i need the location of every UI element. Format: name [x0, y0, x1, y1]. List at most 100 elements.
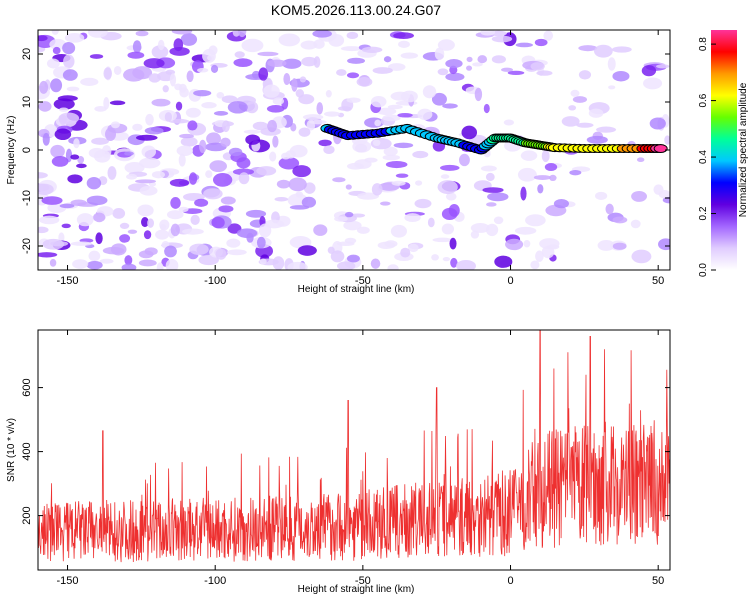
heatmap-cell [530, 62, 545, 71]
heatmap-cell [127, 51, 145, 59]
heatmap-cell [340, 46, 363, 52]
heatmap-cell [164, 245, 177, 258]
heatmap-cell [58, 112, 80, 124]
heatmap-cell [258, 223, 272, 238]
heatmap-cell [323, 111, 341, 117]
heatmap-cell [440, 174, 450, 179]
heatmap-cell [596, 126, 617, 133]
heatmap-cell [387, 264, 399, 270]
heatmap-cell [141, 145, 157, 158]
heatmap-cell [534, 38, 548, 47]
heatmap-cell [42, 132, 50, 146]
heatmap-cell [313, 224, 328, 236]
heatmap-cell [58, 107, 69, 112]
heatmap-cell [354, 159, 372, 169]
heatmap-cell [226, 238, 241, 248]
heatmap-cell [178, 153, 186, 167]
heatmap-cell [437, 39, 455, 51]
heatmap-cell [449, 237, 457, 250]
y-tick-label: 400 [21, 442, 33, 460]
heatmap-cell [643, 77, 663, 90]
heatmap-cell [166, 210, 184, 220]
heatmap-cell [257, 51, 279, 57]
heatmap-cell [107, 166, 117, 180]
heatmap-cell [300, 40, 318, 50]
heatmap-cell [215, 248, 227, 260]
heatmap-cell [361, 46, 383, 53]
heatmap-cell [103, 97, 110, 110]
heatmap-cell [285, 150, 296, 159]
heatmap-cell [352, 140, 372, 153]
snr-frame [37, 329, 671, 571]
heatmap-cell [337, 106, 352, 111]
x-tick-label: 50 [652, 275, 664, 287]
heatmap-cell [387, 104, 403, 110]
heatmap-cell [541, 149, 550, 163]
heatmap-cell [151, 45, 169, 59]
heatmap-cell [67, 174, 83, 184]
heatmap-cell [137, 204, 154, 217]
heatmap-cell [86, 195, 108, 206]
heatmap-cell [246, 232, 254, 243]
heatmap-cell [256, 166, 277, 176]
heatmap-cell [412, 150, 429, 159]
heatmap-cell [607, 57, 616, 71]
heatmap-cell [54, 128, 72, 140]
heatmap-cell [170, 197, 181, 209]
heatmap-cell [155, 229, 170, 240]
heatmap-cell [493, 216, 504, 225]
heatmap-cell [182, 228, 204, 235]
heatmap-cell [57, 95, 78, 102]
heatmap-cell [109, 100, 126, 106]
heatmap-cell [189, 243, 209, 256]
heatmap-cell [400, 52, 419, 59]
heatmap-cell [312, 30, 332, 38]
heatmap-cell [535, 250, 544, 262]
heatmap-cell [124, 161, 145, 174]
heatmap-cell [414, 198, 432, 209]
heatmap-cell [297, 245, 317, 256]
heatmap-cell [437, 180, 458, 195]
heatmap-cell [256, 236, 266, 249]
heatmap-cell [218, 205, 234, 213]
heatmap-cell [415, 180, 423, 186]
heatmap-cell [105, 127, 117, 141]
heatmap-cell [234, 51, 245, 58]
heatmap-cell [346, 31, 359, 40]
heatmap-cell [395, 173, 409, 178]
heatmap-cell [156, 262, 164, 270]
heatmap-cell [299, 76, 307, 83]
heatmap-cell [159, 219, 170, 231]
heatmap-cell [151, 171, 165, 179]
heatmap-cell [422, 85, 437, 99]
heatmap-cell [346, 97, 361, 103]
heatmap-blobs [38, 30, 670, 270]
heatmap-cell [76, 213, 94, 227]
heatmap-cell [350, 213, 366, 218]
heatmap-cell [417, 108, 433, 121]
heatmap-cell [658, 238, 670, 251]
heatmap-cell [287, 261, 308, 270]
heatmap-cell [49, 258, 57, 267]
heatmap-cell [576, 122, 594, 128]
heatmap-cell [72, 259, 89, 269]
heatmap-cell [507, 70, 525, 75]
heatmap-cell [371, 183, 383, 196]
heatmap-cell [38, 226, 49, 234]
heatmap-cell [290, 123, 297, 132]
heatmap-cell [586, 135, 608, 144]
heatmap-cell [127, 229, 138, 234]
heatmap-cell [178, 206, 189, 212]
heatmap-cell [49, 38, 67, 50]
heatmap-cell [38, 35, 48, 42]
heatmap-cell [169, 46, 190, 56]
heatmap-cell [135, 30, 149, 37]
x-tick-label: -150 [57, 575, 79, 587]
colorbar-label: Normalized spectral amplitude [738, 82, 749, 217]
heatmap-cell [445, 192, 457, 201]
heatmap-cell [520, 150, 538, 161]
x-tick-label: -150 [57, 275, 79, 287]
heatmap-cell [124, 255, 133, 266]
heatmap-cell [135, 179, 157, 184]
